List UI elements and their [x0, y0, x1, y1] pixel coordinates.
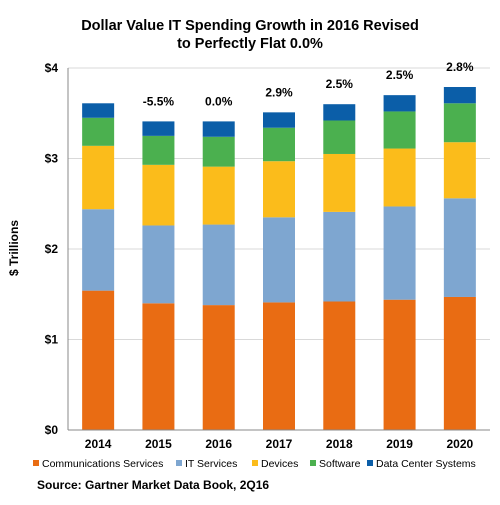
bar-segment: [323, 120, 356, 154]
legend-label: Data Center Systems: [376, 458, 476, 470]
x-tick-label: 2017: [266, 437, 293, 451]
bar-layer: [82, 87, 476, 430]
bar-segment: [383, 111, 416, 149]
legend-swatch: [367, 460, 373, 466]
bar-segment: [383, 299, 416, 430]
bar-segment: [323, 153, 356, 212]
bar-segment: [263, 161, 295, 218]
bar-segment: [443, 198, 476, 297]
bar-segment: [383, 148, 416, 207]
bar-segment: [82, 145, 115, 210]
bar-segment: [383, 95, 416, 112]
legend-label: Communications Services: [42, 458, 163, 470]
bar-segment: [383, 206, 416, 300]
source-note: Source: Gartner Market Data Book, 2Q16: [37, 478, 269, 492]
y-tick-label: $3: [45, 152, 59, 166]
x-tick-label: 2020: [447, 437, 474, 451]
y-tick-label: $4: [45, 61, 59, 75]
bar-segment: [443, 142, 476, 199]
chart-title: Dollar Value IT Spending Growth in 2016 …: [81, 18, 419, 34]
bar-segment: [82, 103, 115, 118]
growth-label: 2.5%: [326, 77, 354, 91]
growth-label: 2.9%: [265, 85, 293, 99]
bar-segment: [202, 166, 235, 225]
growth-label: 2.5%: [386, 68, 414, 82]
x-tick-label: 2016: [205, 437, 232, 451]
legend-label: Devices: [261, 458, 298, 470]
y-tick-label: $1: [45, 333, 59, 347]
legend-label: Software: [319, 458, 361, 470]
bar-segment: [142, 135, 175, 165]
bar-segment: [82, 117, 115, 146]
x-tick-label: 2018: [326, 437, 353, 451]
legend: Communications Services IT Services Device…: [33, 458, 476, 470]
bar-segment: [263, 217, 295, 303]
growth-label: 2.8%: [446, 60, 474, 74]
bar-segment: [202, 305, 235, 430]
chart-subtitle: to Perfectly Flat 0.0%: [177, 36, 323, 52]
legend-label: IT Services: [185, 458, 237, 470]
growth-label: -5.5%: [143, 94, 175, 108]
bar-segment: [263, 302, 295, 430]
y-tick-label: $0: [45, 423, 59, 437]
y-axis-label: $ Trillions: [7, 220, 21, 276]
bar-segment: [202, 136, 235, 167]
bar-segment: [82, 290, 115, 430]
axis-layer: $0 $1 $2 $3 $4 2014 2015 2016 2017 2018 2019 2020: [45, 61, 490, 451]
bar-segment: [82, 209, 115, 291]
bar-segment: [443, 87, 476, 104]
bar-segment: [323, 211, 356, 302]
bar-segment: [443, 296, 476, 430]
x-tick-label: 2019: [386, 437, 413, 451]
legend-swatch: [176, 460, 182, 466]
bar-segment: [323, 301, 356, 430]
legend-swatch: [33, 460, 39, 466]
bar-segment: [263, 112, 295, 128]
bar-segment: [142, 225, 175, 304]
legend-swatch: [252, 460, 258, 466]
x-tick-label: 2015: [145, 437, 172, 451]
growth-label: 0.0%: [205, 94, 233, 108]
bar-segment: [443, 103, 476, 143]
bar-segment: [202, 224, 235, 306]
bar-segment: [263, 127, 295, 162]
label-layer: -5.5% 0.0% 2.9% 2.5% 2.5% 2.8%: [143, 60, 474, 108]
y-tick-label: $2: [45, 242, 59, 256]
bar-segment: [323, 104, 356, 121]
legend-swatch: [310, 460, 316, 466]
bar-segment: [142, 303, 175, 430]
bar-segment: [202, 121, 235, 137]
x-tick-label: 2014: [85, 437, 112, 451]
bar-segment: [142, 164, 175, 226]
bar-segment: [142, 121, 175, 136]
